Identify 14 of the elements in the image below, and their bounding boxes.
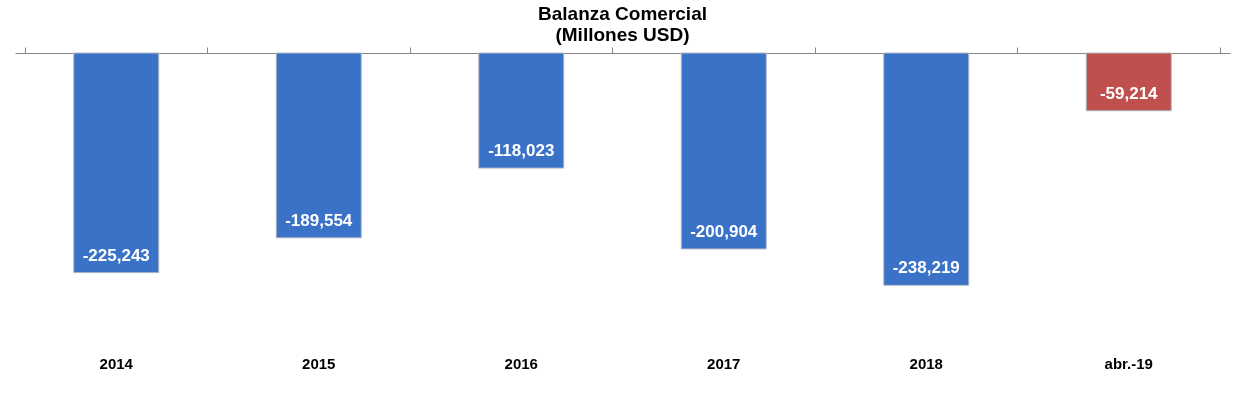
- data-label: -238,219: [892, 258, 960, 278]
- data-label: -59,214: [1099, 83, 1159, 103]
- chart-title: Balanza Comercial: [538, 2, 707, 24]
- x-tick-label: 2015: [302, 354, 336, 372]
- x-tick-label: 2014: [99, 354, 134, 372]
- x-tick-label: abr.-19: [1104, 354, 1153, 372]
- data-label: -225,243: [82, 245, 150, 265]
- data-label: -189,554: [285, 210, 353, 230]
- x-tick-label: 2017: [707, 354, 741, 372]
- data-label: -118,023: [488, 141, 555, 161]
- x-tick-label: 2016: [504, 354, 538, 372]
- x-tick-label: 2018: [909, 354, 943, 372]
- chart-subtitle: (Millones USD): [555, 23, 690, 45]
- data-label: -200,904: [690, 221, 758, 241]
